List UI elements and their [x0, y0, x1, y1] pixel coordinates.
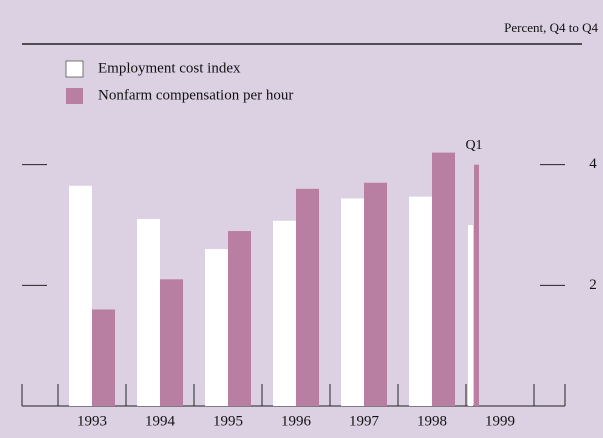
y-tick-label: 4	[589, 156, 597, 172]
bar	[474, 164, 479, 406]
bar	[341, 198, 364, 406]
bar	[468, 225, 473, 406]
x-tick-label: 1996	[281, 413, 312, 429]
bar	[92, 309, 115, 406]
x-tick-label: 1995	[213, 413, 243, 429]
legend-swatch	[65, 60, 84, 78]
bar	[273, 220, 296, 406]
bar	[137, 218, 160, 406]
bar	[432, 152, 455, 406]
subtitle: Percent, Q4 to Q4	[504, 20, 598, 35]
bar	[364, 182, 387, 406]
x-tick-label: 1997	[349, 413, 380, 429]
legend-label: Nonfarm compensation per hour	[98, 87, 293, 103]
x-tick-label: 1994	[145, 413, 176, 429]
legend-label: Employment cost index	[98, 60, 241, 76]
bar	[69, 185, 92, 406]
bar	[205, 249, 228, 406]
x-tick-label: 1999	[485, 413, 515, 429]
bar	[409, 196, 432, 406]
bar	[228, 231, 251, 406]
y-tick-label: 2	[589, 277, 597, 293]
bar	[160, 279, 183, 406]
legend-swatch	[66, 88, 83, 104]
bar	[296, 188, 319, 406]
x-tick-label: 1998	[417, 413, 447, 429]
x-tick-label: 1993	[77, 413, 107, 429]
annotation: Q1	[465, 138, 482, 153]
